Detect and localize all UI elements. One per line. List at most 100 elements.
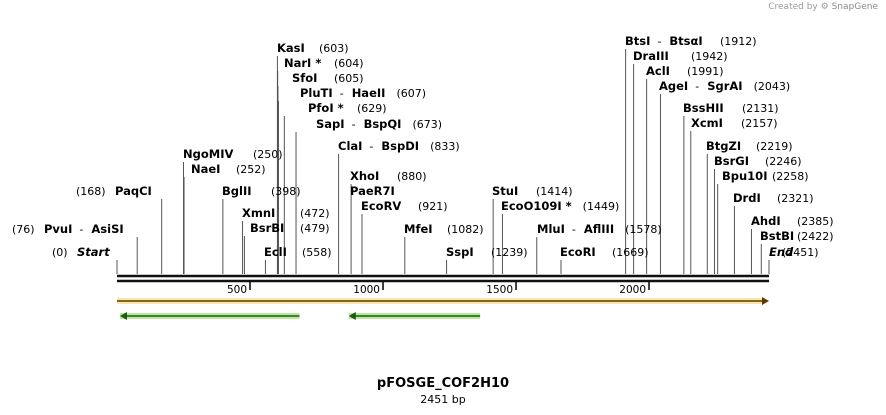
ruler-tick-label: 1000: [353, 284, 380, 296]
site-name-kasi: KasI: [277, 41, 305, 55]
site-leader-lines: [116, 49, 770, 274]
site-name-separator: -: [369, 140, 373, 153]
site-name-draiii: DraIII: [633, 49, 669, 63]
plasmid-name: pFOSGE_COF2H10: [376, 376, 510, 391]
site-position-kasi: (603): [319, 42, 349, 55]
site-position-mfei: (1082): [447, 223, 484, 236]
site-name-agei: AgeI: [659, 79, 688, 93]
site-name-ecorv: EcoRV: [361, 199, 401, 213]
site-position-pvui: (76): [12, 223, 35, 236]
site-name-separator: -: [352, 118, 356, 131]
site-name-mlui: AflIII: [584, 222, 614, 236]
site-position-bsshii: (2131): [742, 102, 779, 115]
site-name-bglii: BglII: [222, 184, 252, 198]
site-name-ecli: EclI: [264, 245, 287, 259]
site-position-ecli: (558): [302, 246, 332, 259]
site-name-bsshii: BssHII: [683, 101, 724, 115]
site-name-separator: -: [695, 80, 699, 93]
site-name-end: End: [769, 245, 794, 259]
site-position-ahdi: (2385): [797, 215, 834, 228]
site-name-clai: BspDI: [381, 139, 419, 153]
site-position-ngomiv: (250): [253, 148, 283, 161]
site-name-bsrbi: BsrBI: [250, 221, 284, 235]
site-name-sspi: SspI: [446, 245, 474, 259]
site-position-nari: (604): [334, 57, 364, 70]
site-position-pfoi: (629): [357, 102, 387, 115]
site-position-btgzi: (2219): [756, 140, 793, 153]
site-name-bsrgi: BsrGI: [714, 154, 749, 168]
site-position-ecorv: (921): [418, 200, 448, 213]
site-name-separator: -: [340, 87, 344, 100]
feature-orf-2-arrowhead: [348, 312, 356, 320]
site-name-xcmi: XcmI: [691, 116, 723, 130]
site-position-agei: (2043): [754, 80, 791, 93]
site-name-xmni: XmnI: [242, 206, 275, 220]
ruler-tick-label: 500: [227, 284, 247, 296]
site-position-bstbi: (2422): [797, 230, 834, 243]
site-name-pfoi: PfoI *: [308, 101, 344, 115]
site-position-stui: (1414): [536, 185, 573, 198]
snapgene-credit: Created by ⚙ SnapGene: [768, 2, 878, 12]
site-name-bstbi: BstBI: [760, 229, 794, 243]
site-name-agei: SgrAI: [707, 79, 742, 93]
site-position-ecori: (1669): [612, 246, 649, 259]
ruler-tick-label: 2000: [619, 284, 646, 296]
site-name-drdi: DrdI: [733, 191, 761, 205]
site-position-paqci: (168): [76, 185, 106, 198]
site-name-sapi: SapI: [316, 117, 345, 131]
site-position-bsrgi: (2246): [765, 155, 802, 168]
site-position-acli: (1991): [687, 65, 724, 78]
site-name-sfoi: SfoI: [292, 71, 317, 85]
plasmid-map: 500 1000 1500 2000 Start(0)PvuI - AsiSI(76)Pa…: [12, 34, 834, 320]
site-position-sfoi: (605): [334, 72, 364, 85]
site-name-sapi: BspQI: [364, 117, 402, 131]
site-name-stui: StuI: [492, 184, 518, 198]
site-position-xcmi: (2157): [741, 117, 778, 130]
site-name-ngomiv: NgoMIV: [183, 147, 233, 161]
site-position-sapi: (673): [412, 118, 442, 131]
ruler-tick-label: 1500: [486, 284, 513, 296]
credit-prefix: Created by: [768, 2, 818, 12]
site-name-btgzi: BtgZI: [706, 139, 741, 153]
sequence-backbone: [117, 274, 769, 283]
site-name-pvui: PvuI: [44, 222, 72, 236]
site-position-bpu10i: (2258): [772, 170, 809, 183]
plasmid-size: 2451 bp: [420, 393, 466, 406]
site-position-naei: (252): [236, 163, 266, 176]
site-name-clai: ClaI: [338, 139, 362, 153]
feature-full-insert-arrowhead: [762, 297, 769, 305]
site-position-end: (2451): [782, 246, 819, 259]
credit-brand: SnapGene: [831, 2, 878, 12]
site-position-xmni: (472): [300, 207, 330, 220]
bp-ruler: 500 1000 1500 2000: [227, 282, 650, 296]
site-name-mlui: MluI: [537, 222, 565, 236]
site-name-separator: -: [79, 223, 83, 236]
site-position-drdi: (2321): [777, 192, 814, 205]
site-position-bsrbi: (479): [300, 222, 330, 235]
site-name-acli: AclI: [646, 64, 670, 78]
snapgene-logo-icon: ⚙: [820, 2, 829, 12]
site-labels: Start(0)PvuI - AsiSI(76)PaqCI(168)NgoMIV (2…: [12, 34, 834, 259]
site-name-paqci: PaqCI: [115, 184, 152, 198]
site-name-ahdi: AhdI: [751, 214, 781, 228]
site-name-btsi: BtsI: [625, 34, 650, 48]
site-position-bglii: (398): [271, 185, 301, 198]
site-position-clai: (833): [430, 140, 460, 153]
site-position-xhoi: (880): [397, 170, 427, 183]
site-position-btsi: (1912): [720, 35, 757, 48]
site-name-nari: NarI *: [284, 56, 321, 70]
site-name-pluti: PluTI: [300, 86, 333, 100]
site-name-ecori: EcoRI: [560, 245, 596, 259]
site-name-paer7i: PaeR7I: [350, 184, 395, 198]
site-name-pluti: HaeII: [352, 86, 386, 100]
site-name-eco109: EcoO109I *: [501, 199, 572, 213]
site-name-pvui: AsiSI: [91, 222, 123, 236]
site-position-eco109: (1449): [583, 200, 620, 213]
site-name-bpu10i: Bpu10I: [722, 169, 767, 183]
site-name-separator: -: [657, 35, 661, 48]
site-name-btsi: BtsαI: [669, 34, 702, 48]
feature-track: [117, 297, 769, 320]
site-position-draiii: (1942): [691, 50, 728, 63]
site-name-start: Start: [77, 245, 110, 259]
site-name-naei: NaeI: [191, 162, 220, 176]
